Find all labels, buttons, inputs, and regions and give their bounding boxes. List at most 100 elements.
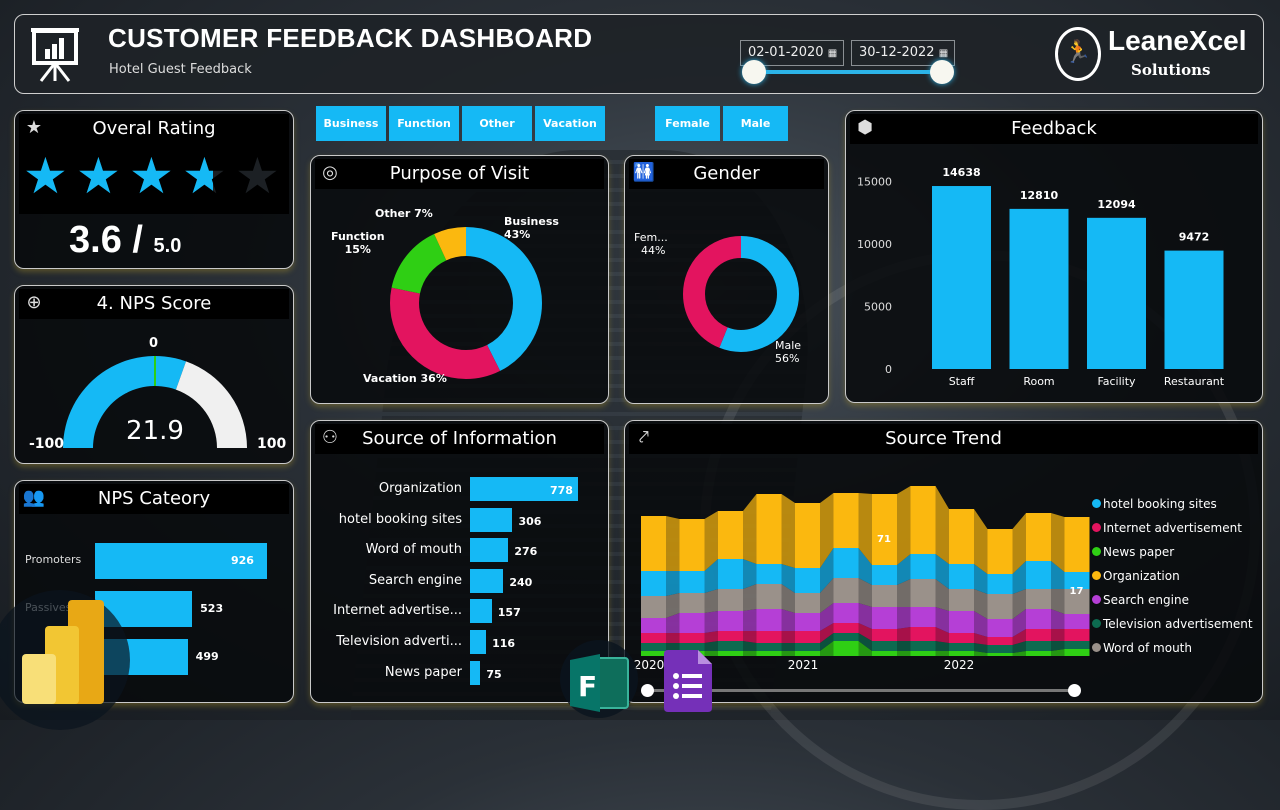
ribbon-segment [718, 589, 743, 611]
source-bar[interactable] [470, 660, 481, 685]
calendar-icon[interactable]: ▦ [827, 48, 838, 59]
ribbon-connector [820, 641, 834, 656]
ribbon-segment [949, 651, 974, 656]
legend-item[interactable]: Organization [1092, 569, 1180, 583]
ribbon-connector [704, 511, 718, 571]
legend-item[interactable]: Internet advertisement [1092, 521, 1242, 535]
date-to-value: 30-12-2022 [859, 45, 935, 60]
slicer-female[interactable]: Female [655, 106, 720, 141]
slicer-vacation[interactable]: Vacation [535, 106, 605, 141]
slicer-male[interactable]: Male [723, 106, 788, 141]
ribbon-connector [858, 633, 872, 651]
ribbon-segment [756, 609, 782, 631]
trend-scroll-end-handle[interactable] [1068, 684, 1081, 697]
slicer-business[interactable]: Business [316, 106, 386, 141]
ribbon-connector [1012, 651, 1026, 656]
ribbon-segment [756, 564, 782, 584]
presentation-chart-icon [31, 28, 79, 82]
ribbon-segment [756, 631, 782, 643]
ribbon-connector [935, 641, 949, 651]
date-range-start-handle[interactable] [742, 60, 766, 84]
ribbon-segment [1064, 614, 1090, 629]
trend-scroll-track[interactable] [647, 689, 1075, 692]
ribbon-connector [781, 584, 795, 613]
y-tick-label: 10000 [857, 238, 892, 251]
ribbon-segment [718, 559, 743, 589]
ribbon-connector [666, 613, 680, 633]
ribbon-connector [974, 611, 988, 637]
ribbon-segment [1064, 649, 1090, 656]
nps-category-label: Promoters [25, 553, 82, 566]
ribbon-segment [641, 618, 666, 633]
ribbon-segment [833, 641, 859, 656]
ribbon-connector [820, 633, 834, 651]
feedback-value-label: 14638 [942, 166, 980, 179]
venn-icon: ⚇ [321, 427, 339, 448]
date-from-input[interactable]: 02-01-2020 ▦ [740, 40, 844, 66]
ribbon-connector [1051, 513, 1065, 572]
ribbon-connector [1012, 629, 1026, 645]
ribbon-segment [795, 643, 820, 651]
purpose-title: Purpose of Visit [315, 159, 604, 189]
legend-item[interactable]: News paper [1092, 545, 1174, 559]
source-value-label: 240 [509, 575, 533, 589]
ribbon-segment [833, 493, 859, 548]
source-bar[interactable] [470, 630, 487, 654]
data-label: 71 [877, 534, 891, 545]
ribbon-connector [935, 486, 949, 564]
legend-item[interactable]: Television advertisement [1092, 617, 1253, 631]
gauge-max-label: 100 [257, 436, 287, 452]
star-icon: ★★ [129, 147, 174, 205]
ribbon-segment [872, 494, 897, 565]
ribbon-segment [1026, 609, 1051, 629]
feedback-bar-chart: 0 5000 10000 15000 14638 Staff 12810 Room 12094 F… [857, 166, 1225, 388]
legend-item[interactable]: Word of mouth [1092, 641, 1192, 655]
nps-score-card: 4. NPS Score ⊕ 0 -100 100 21.9 [14, 285, 294, 464]
cubes-icon: ⬢ [857, 117, 873, 138]
slicer-function[interactable]: Function [389, 106, 459, 141]
ribbon-segment [1064, 641, 1090, 649]
ribbon-connector [1051, 589, 1065, 614]
date-to-input[interactable]: 30-12-2022 ▦ [851, 40, 955, 66]
purpose-donut [390, 227, 542, 379]
source-bar[interactable] [470, 568, 504, 593]
ribbon-segment [1064, 572, 1090, 589]
ribbon-connector [974, 643, 988, 653]
ribbon-connector [1051, 641, 1065, 651]
label-male: Male 56% [775, 339, 802, 365]
ribbon-segment [1026, 561, 1051, 589]
ribbon-connector [781, 609, 795, 631]
slicer-other[interactable]: Other [462, 106, 532, 141]
source-bar[interactable] [470, 507, 513, 532]
nps-category-bar[interactable] [95, 543, 267, 579]
ribbon-segment [756, 643, 782, 651]
calendar-icon[interactable]: ▦ [938, 48, 949, 59]
legend-item[interactable]: Search engine [1092, 593, 1189, 607]
source-bar[interactable] [470, 538, 509, 563]
ribbon-segment [910, 607, 936, 627]
y-tick-label: 0 [885, 363, 892, 376]
ribbon-segment [833, 633, 859, 641]
date-range-end-handle[interactable] [930, 60, 954, 84]
trend-scroll-start-handle[interactable] [641, 684, 654, 697]
date-range-track[interactable] [755, 70, 943, 74]
ribbon-segment [910, 554, 936, 579]
ribbon-segment [795, 503, 820, 568]
ribbon-connector [974, 589, 988, 619]
ribbon-segment [872, 641, 897, 651]
feedback-bar [932, 186, 991, 369]
source-bar[interactable] [470, 477, 578, 501]
ribbon-segment [833, 603, 859, 623]
source-bar[interactable] [470, 599, 492, 624]
label-other: Other 7% [375, 207, 433, 220]
source-value-label: 75 [486, 667, 502, 681]
ribbon-connector [743, 651, 757, 656]
nps-category-value: 523 [200, 602, 224, 615]
ribbon-segment [1026, 641, 1051, 651]
legend-dot [1092, 571, 1101, 580]
ribbon-segment [833, 548, 859, 578]
ribbon-segment [756, 494, 782, 564]
gender-card: Gender 🚻 Fem... 44% Male 56% [624, 155, 829, 404]
legend-item[interactable]: hotel booking sites [1092, 497, 1217, 511]
star-icon: ★★ [76, 147, 121, 205]
